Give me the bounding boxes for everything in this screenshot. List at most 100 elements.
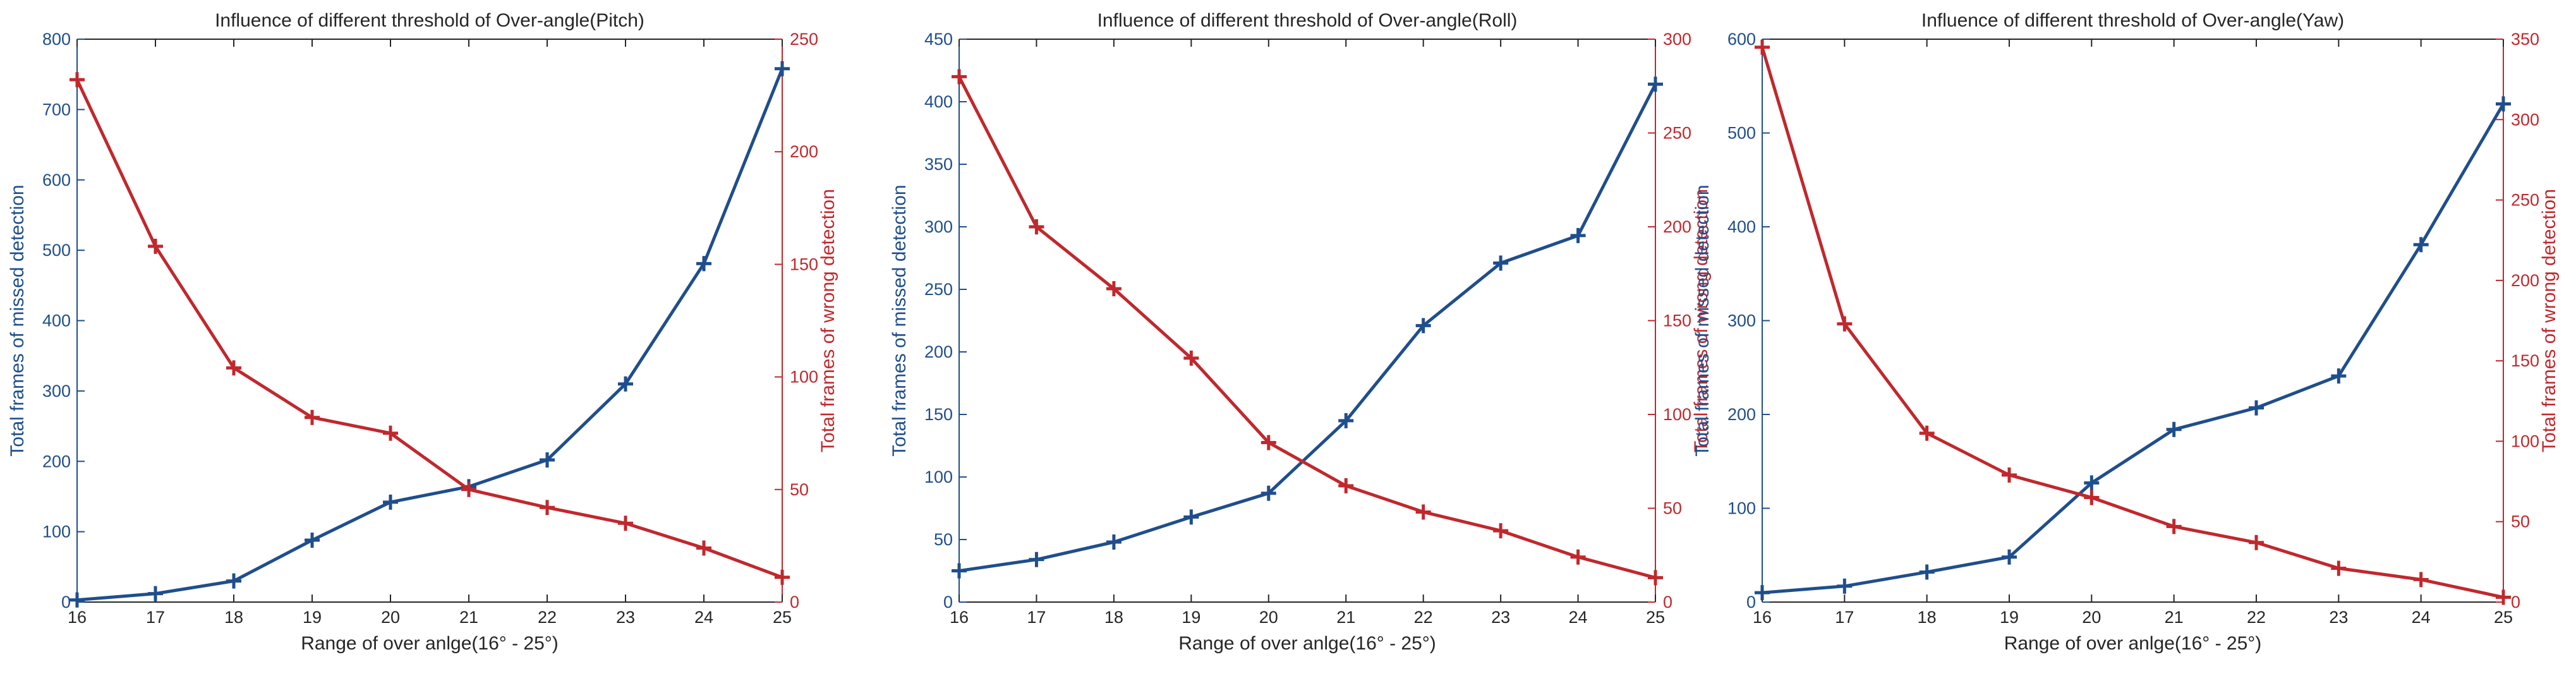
x-tick-label: 25 [1646, 608, 1665, 627]
x-tick-label: 24 [1569, 608, 1588, 627]
missed-detection-data-point [1837, 578, 1853, 594]
wrong-detection-data-point [1261, 435, 1276, 450]
missed-detection-data-point [1570, 227, 1586, 243]
chart-title: Influence of different threshold of Over… [1921, 10, 2344, 31]
right-y-tick-label: 0 [2511, 593, 2520, 612]
missed-detection-data-point [1106, 534, 1122, 550]
chart-title: Influence of different threshold of Over… [215, 10, 644, 31]
left-y-tick-label: 400 [42, 311, 71, 330]
x-axis-label: Range of over anlge(16° - 25°) [301, 633, 559, 654]
x-tick-label: 21 [459, 608, 478, 627]
wrong-detection-series-line [75, 79, 783, 579]
left-y-tick-label: 500 [1727, 124, 1756, 143]
right-y-tick-label: 100 [1663, 405, 1691, 424]
x-tick-label: 16 [950, 608, 969, 627]
right-y-tick-label: 100 [790, 368, 818, 387]
wrong-detection-data-point [2002, 467, 2017, 483]
right-y-tick-label: 100 [2511, 432, 2539, 450]
x-tick-label: 22 [2247, 608, 2266, 627]
missed-detection-data-point [383, 494, 398, 510]
missed-detection-data-point [1919, 564, 1935, 580]
wrong-detection-data-point [2166, 519, 2182, 534]
x-tick-label: 17 [1027, 608, 1046, 627]
chart-panel-3: 16 17 18 19 20 21 22 23 24 2501002003004005006000… [1692, 10, 2560, 654]
wrong-detection-data-point [1570, 549, 1586, 565]
x-tick-label: 18 [1104, 608, 1123, 627]
wrong-detection-data-point [1648, 570, 1663, 586]
missed-detection-data-point [540, 452, 555, 468]
wrong-detection-data-point [1106, 281, 1122, 297]
right-y-tick-label: 0 [1663, 593, 1672, 612]
left-y-tick-label: 600 [1727, 30, 1756, 49]
x-tick-label: 16 [68, 608, 87, 627]
right-y-tick-label: 200 [2511, 271, 2539, 290]
missed-detection-data-point [1415, 318, 1431, 334]
missed-detection-data-point [1493, 255, 1509, 271]
left-y-tick-label: 100 [42, 522, 71, 541]
right-y-tick-label: 50 [2511, 512, 2530, 531]
right-y-axis-label: Total frames of wrong detection [2539, 189, 2560, 452]
wrong-detection-data-point [1338, 478, 1354, 493]
right-y-tick-label: 350 [2511, 30, 2539, 49]
wrong-detection-data-point [540, 500, 555, 516]
wrong-detection-data-point [696, 540, 711, 556]
missed-detection-data-point [2249, 400, 2264, 416]
wrong-detection-data-point [461, 481, 476, 497]
x-tick-label: 20 [2082, 608, 2101, 627]
missed-detection-data-point [2496, 96, 2511, 112]
left-y-tick-label: 0 [1746, 593, 1756, 612]
right-y-tick-label: 300 [1663, 30, 1691, 49]
left-y-tick-label: 500 [42, 241, 71, 260]
right-y-tick-label: 200 [1663, 217, 1691, 236]
missed-detection-series-line [76, 68, 784, 602]
wrong-detection-data-point [148, 238, 163, 254]
x-tick-label: 23 [1491, 608, 1510, 627]
wrong-detection-data-point [2496, 589, 2511, 605]
missed-detection-data-point [775, 61, 790, 76]
chart-panel-2: 16 17 18 19 20 21 22 23 24 2505010015020025030035… [889, 10, 1712, 654]
missed-detection-data-point [696, 256, 711, 272]
x-tick-label: 17 [146, 608, 165, 627]
left-y-tick-label: 100 [1727, 499, 1756, 518]
left-y-tick-label: 400 [924, 92, 953, 111]
wrong-detection-data-point [1183, 350, 1199, 366]
right-y-tick-label: 50 [1663, 499, 1682, 518]
left-y-tick-label: 0 [61, 593, 71, 612]
x-tick-label: 22 [1414, 608, 1433, 627]
x-tick-label: 21 [1336, 608, 1355, 627]
wrong-detection-data-point [1837, 316, 1853, 332]
left-y-tick-label: 600 [42, 171, 71, 190]
missed-detection-data-point [1338, 413, 1354, 428]
right-y-tick-label: 50 [790, 480, 809, 499]
right-y-axis-label: Total frames of wrong detection [1691, 189, 1712, 452]
x-tick-label: 19 [1182, 608, 1200, 627]
x-tick-label: 22 [538, 608, 557, 627]
x-axis-label: Range of over anlge(16° - 25°) [1178, 633, 1436, 654]
missed-detection-data-point [226, 573, 241, 589]
missed-detection-data-point [2084, 475, 2100, 491]
missed-detection-series-line [1762, 103, 2505, 595]
missed-detection-data-point [1261, 485, 1276, 501]
missed-detection-series-line [958, 83, 1657, 572]
left-y-tick-label: 300 [1727, 311, 1756, 330]
x-tick-label: 23 [616, 608, 635, 627]
left-y-tick-label: 100 [924, 468, 953, 486]
missed-detection-data-point [2166, 421, 2182, 437]
wrong-detection-data-point [618, 516, 633, 531]
missed-detection-data-point [2331, 368, 2347, 384]
left-y-tick-label: 300 [42, 382, 71, 401]
left-y-tick-label: 200 [42, 452, 71, 471]
missed-detection-data-point [618, 376, 633, 392]
right-y-tick-label: 0 [790, 593, 799, 612]
x-tick-label: 16 [1753, 608, 1772, 627]
x-tick-label: 19 [303, 608, 322, 627]
wrong-detection-data-point [70, 72, 85, 88]
wrong-detection-data-point [952, 69, 967, 85]
left-y-axis-label: Total frames of missed detection [7, 184, 28, 456]
left-y-tick-label: 250 [924, 280, 953, 299]
wrong-detection-data-point [1919, 425, 1935, 441]
wrong-detection-data-point [775, 569, 790, 585]
missed-detection-data-point [1648, 76, 1663, 92]
x-tick-label: 20 [1259, 608, 1278, 627]
